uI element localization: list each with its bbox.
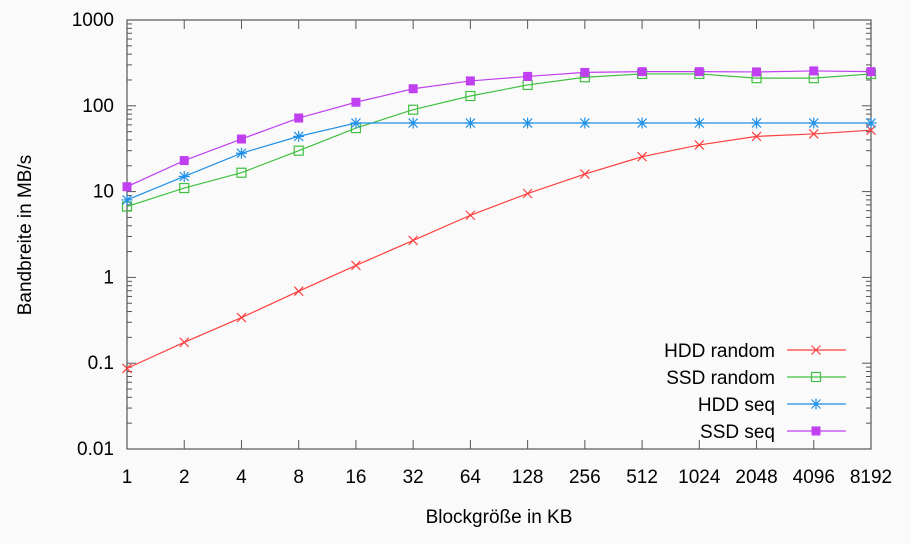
x-tick-label: 128 [512,467,544,488]
data-point [866,125,876,136]
data-point [351,97,361,107]
data-point [465,76,475,86]
legend-label: SSD random [666,368,775,389]
data-point [522,117,534,129]
data-point [350,117,362,129]
data-point [752,67,762,77]
x-tick-label: 4096 [793,467,835,488]
x-tick-label: 8192 [850,467,892,488]
data-point [464,117,476,129]
data-point [179,337,190,348]
x-tick-label: 2 [179,467,190,488]
data-point [293,145,304,156]
legend-label: HDD seq [698,395,775,416]
data-point [179,182,190,194]
series-hdd-random [122,125,876,374]
data-point [121,194,133,206]
series-line [126,129,872,369]
x-tick-label: 512 [626,467,658,488]
data-point [810,371,822,383]
data-point [579,169,590,180]
legend-label: SSD seq [700,422,775,443]
data-point [693,117,705,129]
data-point [408,104,419,115]
series-line [126,70,872,188]
data-point [465,90,476,102]
data-point [179,156,189,166]
data-point [122,182,132,192]
data-point [350,260,361,271]
data-point [694,139,705,150]
data-point [580,67,590,77]
x-tick-label: 8 [293,467,304,488]
data-point [235,147,247,159]
data-point [465,210,476,221]
data-point [122,363,132,374]
x-tick-label: 2048 [735,467,777,488]
data-point [811,426,821,436]
data-point [865,117,877,129]
data-point [236,312,247,323]
data-point [236,167,247,178]
y-tick-label: 0.1 [88,353,114,374]
series-hdd-seq [121,117,877,206]
legend-label: HDD random [664,341,775,362]
series-ssd-random [121,68,877,212]
y-axis-label: Bandbreite in MB/s [15,155,36,316]
y-tick-label: 1 [103,267,114,288]
data-point [523,71,533,81]
data-point [408,235,419,246]
x-tick-label: 16 [345,467,366,488]
x-tick-label: 256 [569,467,601,488]
data-point [751,131,762,142]
series-line [126,122,871,201]
data-point [178,170,190,182]
data-point [810,398,822,410]
data-point [637,67,647,77]
data-point [811,345,821,355]
data-point [808,117,820,129]
data-point [294,113,304,123]
data-point [694,67,704,77]
y-tick-label: 1000 [72,10,114,31]
x-tick-label: 32 [403,467,424,488]
x-tick-label: 1 [122,467,133,488]
data-point [808,129,819,139]
plot-border [126,19,872,450]
x-tick-label: 4 [236,467,247,488]
data-point [866,67,876,77]
data-point [751,117,763,129]
data-point [637,151,648,162]
data-point [522,188,533,199]
x-tick-label: 1024 [678,467,721,488]
data-point [236,134,246,144]
series-ssd-seq [122,66,876,192]
data-point [407,117,419,129]
y-tick-label: 0.01 [77,439,114,460]
y-tick-label: 100 [82,96,114,117]
y-tick-label: 10 [93,182,114,203]
x-tick-label: 64 [460,467,482,488]
data-point [809,66,819,76]
x-axis-label: Blockgröße in KB [426,507,573,528]
data-point [293,286,304,297]
data-point [293,130,305,142]
data-point [408,84,418,94]
data-point [579,117,591,129]
data-point [636,117,648,129]
series-line [126,73,872,208]
